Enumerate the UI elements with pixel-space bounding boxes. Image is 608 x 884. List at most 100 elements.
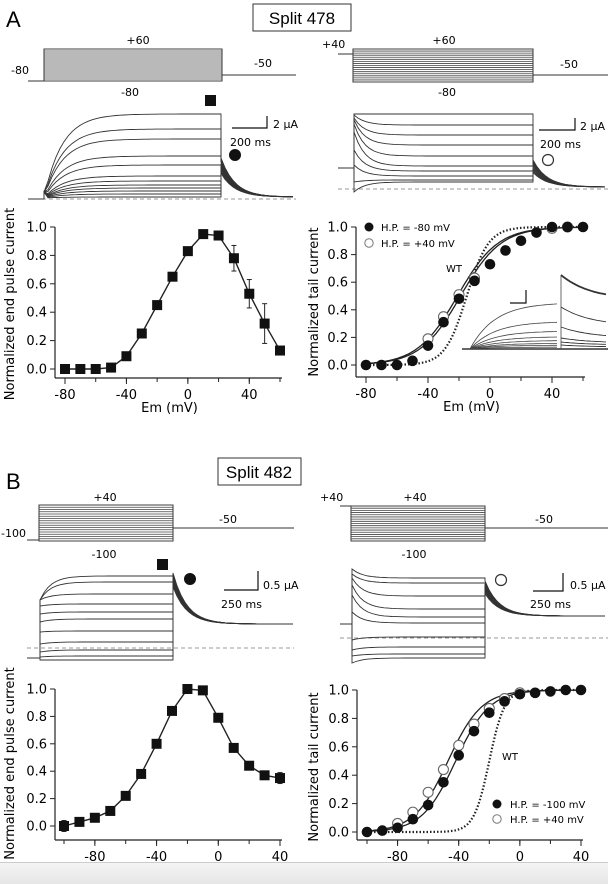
data-point-square: [244, 760, 255, 771]
protocol-holding-label: +40: [322, 38, 345, 51]
data-point-filled-circle: [531, 227, 542, 238]
y-tick-label: 0.4: [26, 765, 47, 780]
inset-activation-trace: [469, 340, 557, 350]
x-tick-label: 0: [516, 850, 524, 865]
data-point-open-circle: [437, 763, 449, 776]
inset-activation-trace: [469, 331, 558, 350]
data-point-square: [89, 812, 100, 823]
data-point-square: [167, 271, 178, 282]
y-tick-label: 0.2: [26, 792, 47, 807]
y-tick-label: 1.0: [26, 683, 47, 698]
data-point-square: [197, 685, 208, 696]
protocol-bottom-label: -100: [92, 548, 117, 561]
data-point-square: [60, 364, 70, 374]
data-point-open-circle: [422, 786, 434, 798]
data-point-square: [136, 768, 147, 779]
legend-label: H.P. = +40 mV: [381, 239, 455, 250]
x-axis-label: Em (mV): [141, 401, 198, 416]
data-point-filled-circle: [422, 799, 434, 811]
data-point-square: [74, 816, 85, 827]
x-tick-label: -40: [448, 850, 469, 865]
current-trace: [27, 579, 293, 659]
scale-current-label: 2 μA: [273, 118, 298, 131]
y-tick-label: 0.2: [26, 334, 47, 349]
current-trace: [27, 584, 293, 659]
data-point-square: [151, 738, 162, 749]
y-tick-label: 0.0: [26, 363, 47, 378]
panel-title-b: Split 482: [226, 463, 292, 482]
data-point-filled-circle: [392, 822, 403, 834]
scale-time-label: 200 ms: [540, 138, 581, 151]
current-traces-a-left: [28, 113, 296, 200]
y-tick-label: 0.0: [327, 359, 348, 374]
x-tick-label: -40: [116, 388, 137, 403]
series-line: [65, 233, 281, 370]
scale-time-label: 250 ms: [221, 598, 262, 611]
inset-activation-trace: [469, 344, 557, 350]
holding-line: [338, 53, 354, 82]
data-point-square: [136, 328, 147, 339]
data-point-open-circle: [453, 739, 465, 751]
data-point-square: [182, 684, 193, 694]
y-tick-label: 0.2: [327, 331, 348, 346]
y-tick-label: 0.0: [328, 826, 349, 841]
y-tick-label: 0.0: [26, 820, 47, 835]
inset-activation-trace: [469, 321, 558, 350]
x-tick-label: -40: [417, 387, 438, 402]
x-tick-label: -40: [146, 850, 167, 865]
data-point-filled-circle: [560, 684, 572, 696]
data-point-square: [121, 351, 132, 362]
legend-b-tail: H.P. = -100 mV H.P. = +40 mV: [492, 799, 586, 826]
current-trace: [340, 587, 605, 641]
current-trace: [27, 575, 293, 659]
data-point-square: [244, 288, 255, 299]
panel-title-box-b: [217, 457, 302, 486]
y-tick-label: 0.8: [26, 249, 47, 264]
current-traces-b-right: [340, 568, 608, 664]
current-traces-b-left: [27, 572, 294, 661]
x-tick-label: -80: [54, 388, 75, 403]
scale-time-label: 250 ms: [530, 598, 571, 611]
data-point-square: [152, 300, 163, 311]
protocol-holding-label: +40: [320, 491, 343, 504]
protocol-bottom-label: -100: [402, 548, 427, 561]
data-point-square: [182, 246, 193, 257]
tail-filled-circle-marker: [184, 573, 196, 585]
data-point-filled-circle: [562, 221, 573, 233]
protocol-tail-label: -50: [219, 513, 237, 526]
protocol-bottom-label: -80: [121, 86, 139, 99]
protocol-holding-label: -80: [11, 64, 29, 77]
data-point-filled-circle: [407, 813, 419, 825]
voltage-protocol-b-right: [340, 505, 608, 542]
data-point-filled-circle: [407, 355, 418, 367]
current-trace: [27, 585, 293, 659]
data-point-filled-circle: [468, 725, 480, 737]
data-point-filled-circle: [391, 359, 403, 371]
data-point-filled-circle: [546, 221, 558, 233]
protocol-top-label: +40: [403, 491, 426, 504]
y-tick-label: 0.6: [327, 276, 348, 291]
data-point-filled-circle: [453, 750, 465, 761]
current-trace: [338, 148, 605, 188]
current-trace: [27, 586, 293, 661]
y-tick-label: 0.4: [328, 769, 349, 784]
y-tick-label: 0.8: [26, 710, 47, 725]
x-tick-label: 40: [241, 388, 258, 403]
x-tick-label: 40: [544, 387, 561, 402]
x-tick-label: 0: [214, 850, 222, 865]
bottom-strip: [0, 862, 608, 884]
data-point-filled-circle: [376, 825, 388, 836]
panel-title-box-a: [252, 3, 352, 32]
data-point-filled-circle: [361, 826, 373, 838]
data-point-square: [106, 362, 117, 373]
x-tick-label: 0: [486, 387, 494, 402]
scale-current-label: 0.5 μA: [570, 579, 606, 592]
y-tick-label: 1.0: [26, 221, 47, 236]
y-tick-label: 0.6: [26, 277, 47, 292]
panel-title-a: Split 478: [269, 9, 335, 28]
inset-tail-trace: [560, 326, 607, 336]
scale-time-label: 200 ms: [230, 136, 271, 149]
panel-label-b: B: [6, 469, 21, 494]
data-point-filled-circle: [545, 686, 556, 697]
